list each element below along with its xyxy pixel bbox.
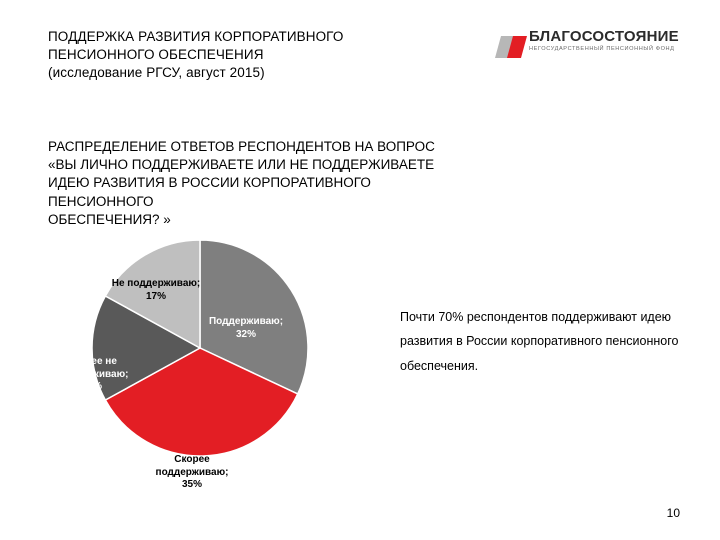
logo-wordmark: БЛАГОСОСТОЯНИЕ [529,28,679,45]
logo-mark-icon [495,34,527,60]
question-line: РАСПРЕДЕЛЕНИЕ ОТВЕТОВ РЕСПОНДЕНТОВ НА ВО… [48,139,435,154]
logo-subline: НЕГОСУДАРСТВЕННЫЙ ПЕНСИОННЫЙ ФОНД [529,46,675,52]
page-number: 10 [667,506,680,520]
pie-slice-label: Скорее не поддерживаю; 16% [37,356,147,394]
slide-title: ПОДДЕРЖКА РАЗВИТИЯ КОРПОРАТИВНОГО ПЕНСИО… [48,28,418,83]
title-line: ПОДДЕРЖКА РАЗВИТИЯ КОРПОРАТИВНОГО [48,29,343,44]
question-line: «ВЫ ЛИЧНО ПОДДЕРЖИВАЕТЕ ИЛИ НЕ ПОДДЕРЖИВ… [48,157,434,172]
question-text: РАСПРЕДЕЛЕНИЕ ОТВЕТОВ РЕСПОНДЕНТОВ НА ВО… [48,138,478,229]
question-line: ИДЕЮ РАЗВИТИЯ В РОССИИ КОРПОРАТИВНОГО ПЕ… [48,175,371,208]
title-line: (исследование РГСУ, август 2015) [48,65,265,80]
slide: { "header": { "title_line1": "ПОДДЕРЖКА … [0,0,720,540]
pie-slice-label: Поддерживаю; 32% [191,316,301,341]
summary-text: Почти 70% респондентов поддерживают идею… [400,305,685,378]
title-line: ПЕНСИОННОГО ОБЕСПЕЧЕНИЯ [48,47,264,62]
pie-chart: Поддерживаю; 32% Скорее поддерживаю; 35% С… [40,230,360,500]
question-line: ОБЕСПЕЧЕНИЯ? » [48,212,171,227]
pie-slice-label: Скорее поддерживаю; 35% [137,454,247,492]
pie-slice-label: Не поддерживаю; 17% [101,278,211,303]
brand-logo: БЛАГОСОСТОЯНИЕ НЕГОСУДАРСТВЕННЫЙ ПЕНСИОН… [495,30,680,68]
